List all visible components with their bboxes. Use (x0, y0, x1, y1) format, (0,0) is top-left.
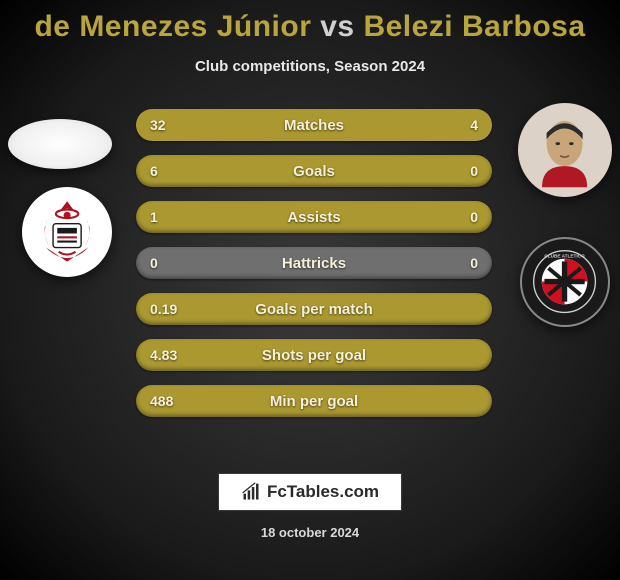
stat-label: Hattricks (136, 255, 492, 272)
stat-value-right: 4 (470, 117, 478, 133)
brand-text: FcTables.com (267, 482, 379, 502)
stat-bar: 1Assists0 (136, 201, 492, 233)
player2-name: Belezi Barbosa (363, 10, 585, 43)
stat-value-right: 0 (470, 163, 478, 179)
stat-label: Goals per match (136, 301, 492, 318)
stat-bar: 0.19Goals per match (136, 293, 492, 325)
stat-label: Shots per goal (136, 347, 492, 364)
stat-value-right: 0 (470, 255, 478, 271)
stat-bar: 0Hattricks0 (136, 247, 492, 279)
club-crest-icon: CLUBE ATLETICO (531, 248, 598, 315)
stat-label: Min per goal (136, 393, 492, 410)
player1-name: de Menezes Júnior (34, 10, 311, 43)
stat-bars: 32Matches46Goals01Assists00Hattricks00.1… (136, 109, 492, 431)
date-text: 18 october 2024 (0, 525, 620, 540)
subtitle: Club competitions, Season 2024 (0, 58, 620, 75)
brand-badge: FcTables.com (218, 473, 402, 511)
stat-label: Assists (136, 209, 492, 226)
content-area: CLUBE ATLETICO 32Matches4 6Goals0 1Assists… (0, 107, 620, 427)
stat-bar: 32Matches4 (136, 109, 492, 141)
player2-avatar (518, 103, 612, 197)
stat-bar: 6Goals0 (136, 155, 492, 187)
stat-label: Matches (136, 117, 492, 134)
player-face-icon (527, 112, 602, 187)
chart-icon (241, 482, 261, 502)
player1-club-badge (22, 187, 112, 277)
stat-value-right: 0 (470, 209, 478, 225)
stat-label: Goals (136, 163, 492, 180)
stat-bar: 488Min per goal (136, 385, 492, 417)
stat-bar: 4.83Shots per goal (136, 339, 492, 371)
club-crest-icon (32, 197, 102, 267)
comparison-title: de Menezes Júnior vs Belezi Barbosa (0, 0, 620, 44)
svg-text:CLUBE ATLETICO: CLUBE ATLETICO (545, 254, 586, 259)
player2-club-badge: CLUBE ATLETICO (520, 237, 610, 327)
player1-avatar (8, 119, 112, 169)
footer: FcTables.com 18 october 2024 (0, 473, 620, 540)
vs-text: vs (320, 10, 354, 43)
